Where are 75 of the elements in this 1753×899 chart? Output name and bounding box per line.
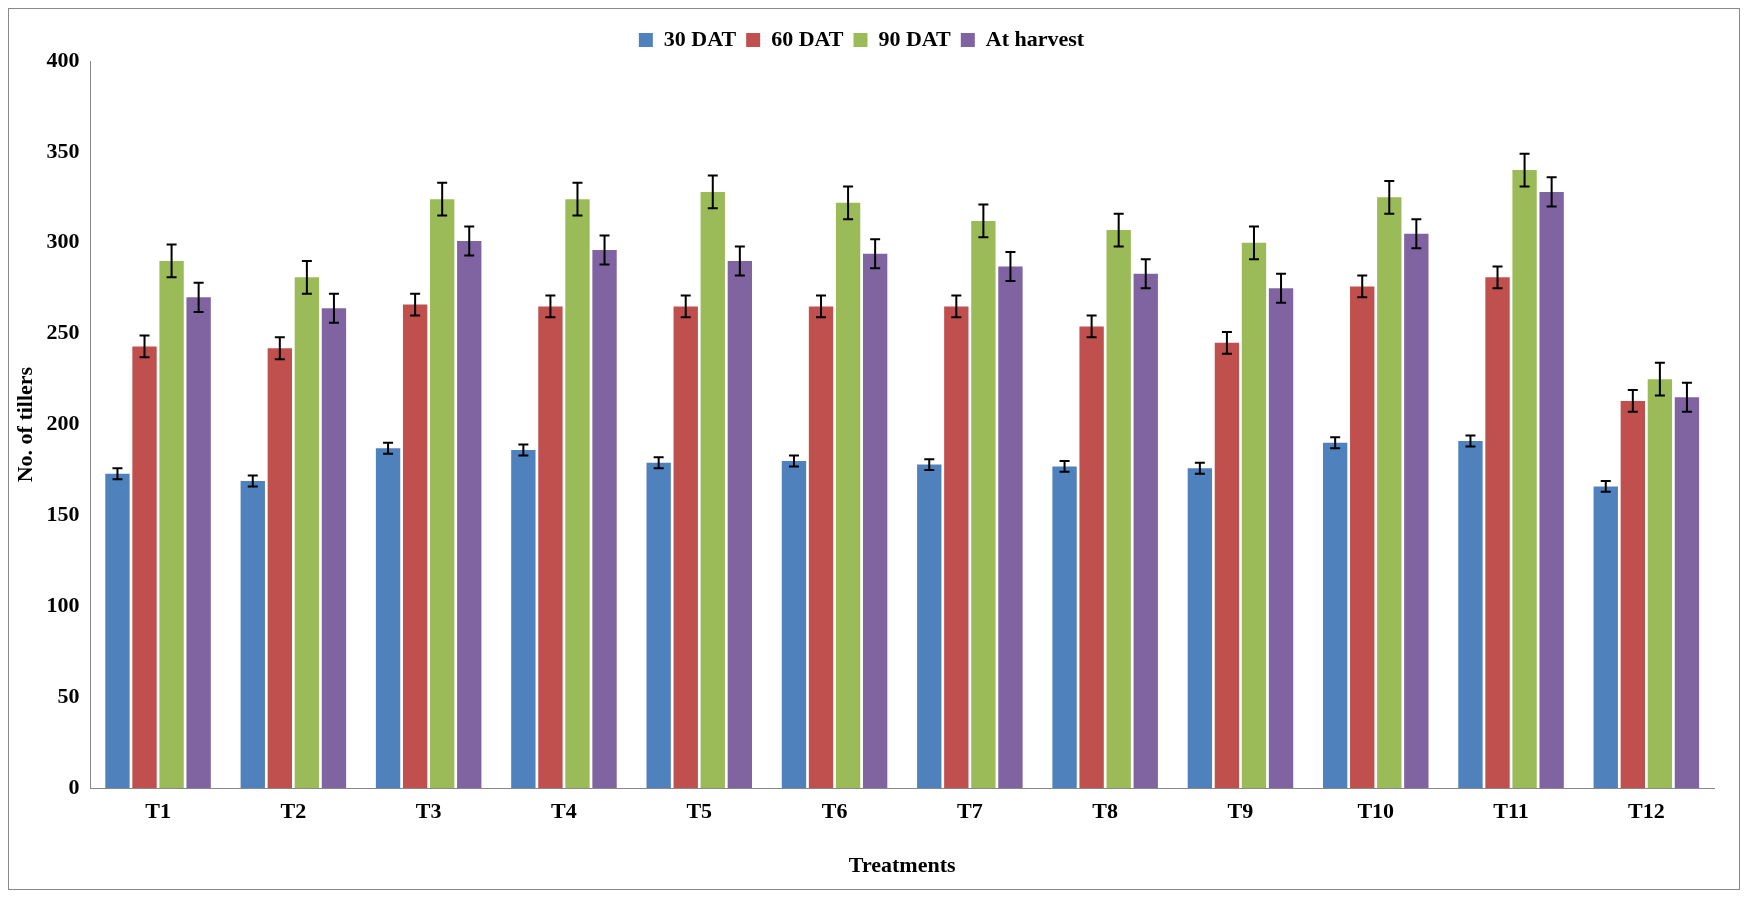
bar xyxy=(240,480,265,789)
bar xyxy=(430,199,455,789)
x-tick-label: T5 xyxy=(686,798,713,824)
legend-label: 90 DAT xyxy=(878,25,952,51)
x-tick-label: T11 xyxy=(1493,798,1529,824)
bar xyxy=(1593,486,1618,789)
bar xyxy=(917,464,942,789)
y-tick-label: 200 xyxy=(46,410,80,436)
bar xyxy=(808,306,834,789)
x-tick-label: T4 xyxy=(551,798,577,824)
legend-label: 60 DAT xyxy=(771,25,844,51)
bar xyxy=(862,253,888,789)
bar xyxy=(727,260,753,789)
legend-label: 30 DAT xyxy=(663,25,737,51)
bar xyxy=(402,304,428,789)
bar xyxy=(565,199,590,789)
bar xyxy=(1539,191,1564,789)
bar xyxy=(1052,466,1077,789)
x-tick-label: T9 xyxy=(1227,798,1254,824)
y-tick-label: 400 xyxy=(46,46,80,72)
x-tick-label: T2 xyxy=(280,798,307,824)
bar xyxy=(538,306,563,789)
bar xyxy=(1187,468,1213,789)
y-tick-label: 150 xyxy=(46,501,80,527)
bar xyxy=(592,250,617,789)
bar xyxy=(1241,242,1267,789)
y-tick-label: 50 xyxy=(57,682,80,708)
bar xyxy=(700,191,725,789)
y-tick-label: 100 xyxy=(46,592,80,618)
bar xyxy=(1512,170,1537,789)
bar xyxy=(511,450,536,789)
bar xyxy=(971,220,996,789)
y-tick-label: 0 xyxy=(68,773,80,799)
bar xyxy=(1647,379,1673,789)
bar xyxy=(294,277,320,789)
bar xyxy=(1620,400,1645,789)
y-axis-title: No. of tillers xyxy=(11,366,37,483)
bar xyxy=(321,308,347,789)
bar xyxy=(267,348,292,789)
x-tick-label: T10 xyxy=(1357,798,1395,824)
bar xyxy=(375,448,401,789)
x-tick-label: T1 xyxy=(145,798,171,824)
bar xyxy=(159,260,184,789)
bar xyxy=(1674,397,1700,789)
bar xyxy=(673,306,698,789)
bar xyxy=(1350,286,1375,789)
bar xyxy=(132,346,157,789)
bar xyxy=(1079,326,1104,789)
bar xyxy=(186,297,211,789)
legend-label: At harvest xyxy=(985,25,1085,51)
bar xyxy=(1268,288,1294,789)
y-tick-label: 350 xyxy=(46,137,80,163)
x-tick-label: T7 xyxy=(957,798,983,824)
bar xyxy=(105,473,130,789)
y-tick-label: 250 xyxy=(46,319,80,345)
y-tick-label: 300 xyxy=(46,228,80,254)
bar xyxy=(1214,342,1240,789)
bar xyxy=(944,306,969,789)
bar xyxy=(1458,440,1483,789)
bar xyxy=(1404,233,1429,789)
bar xyxy=(1377,197,1402,789)
x-tick-label: T12 xyxy=(1628,798,1665,824)
x-tick-label: T3 xyxy=(415,798,442,824)
bar xyxy=(1106,230,1131,789)
bar xyxy=(998,266,1023,789)
x-tick-label: T8 xyxy=(1092,798,1118,824)
bar xyxy=(1322,442,1348,789)
bar xyxy=(646,462,671,789)
x-axis-title: Treatments xyxy=(848,852,956,878)
x-tick-label: T6 xyxy=(821,798,848,824)
bar xyxy=(1485,277,1510,789)
bar xyxy=(835,202,861,789)
bar xyxy=(781,460,807,789)
bar xyxy=(1133,273,1158,789)
bar xyxy=(457,240,482,789)
